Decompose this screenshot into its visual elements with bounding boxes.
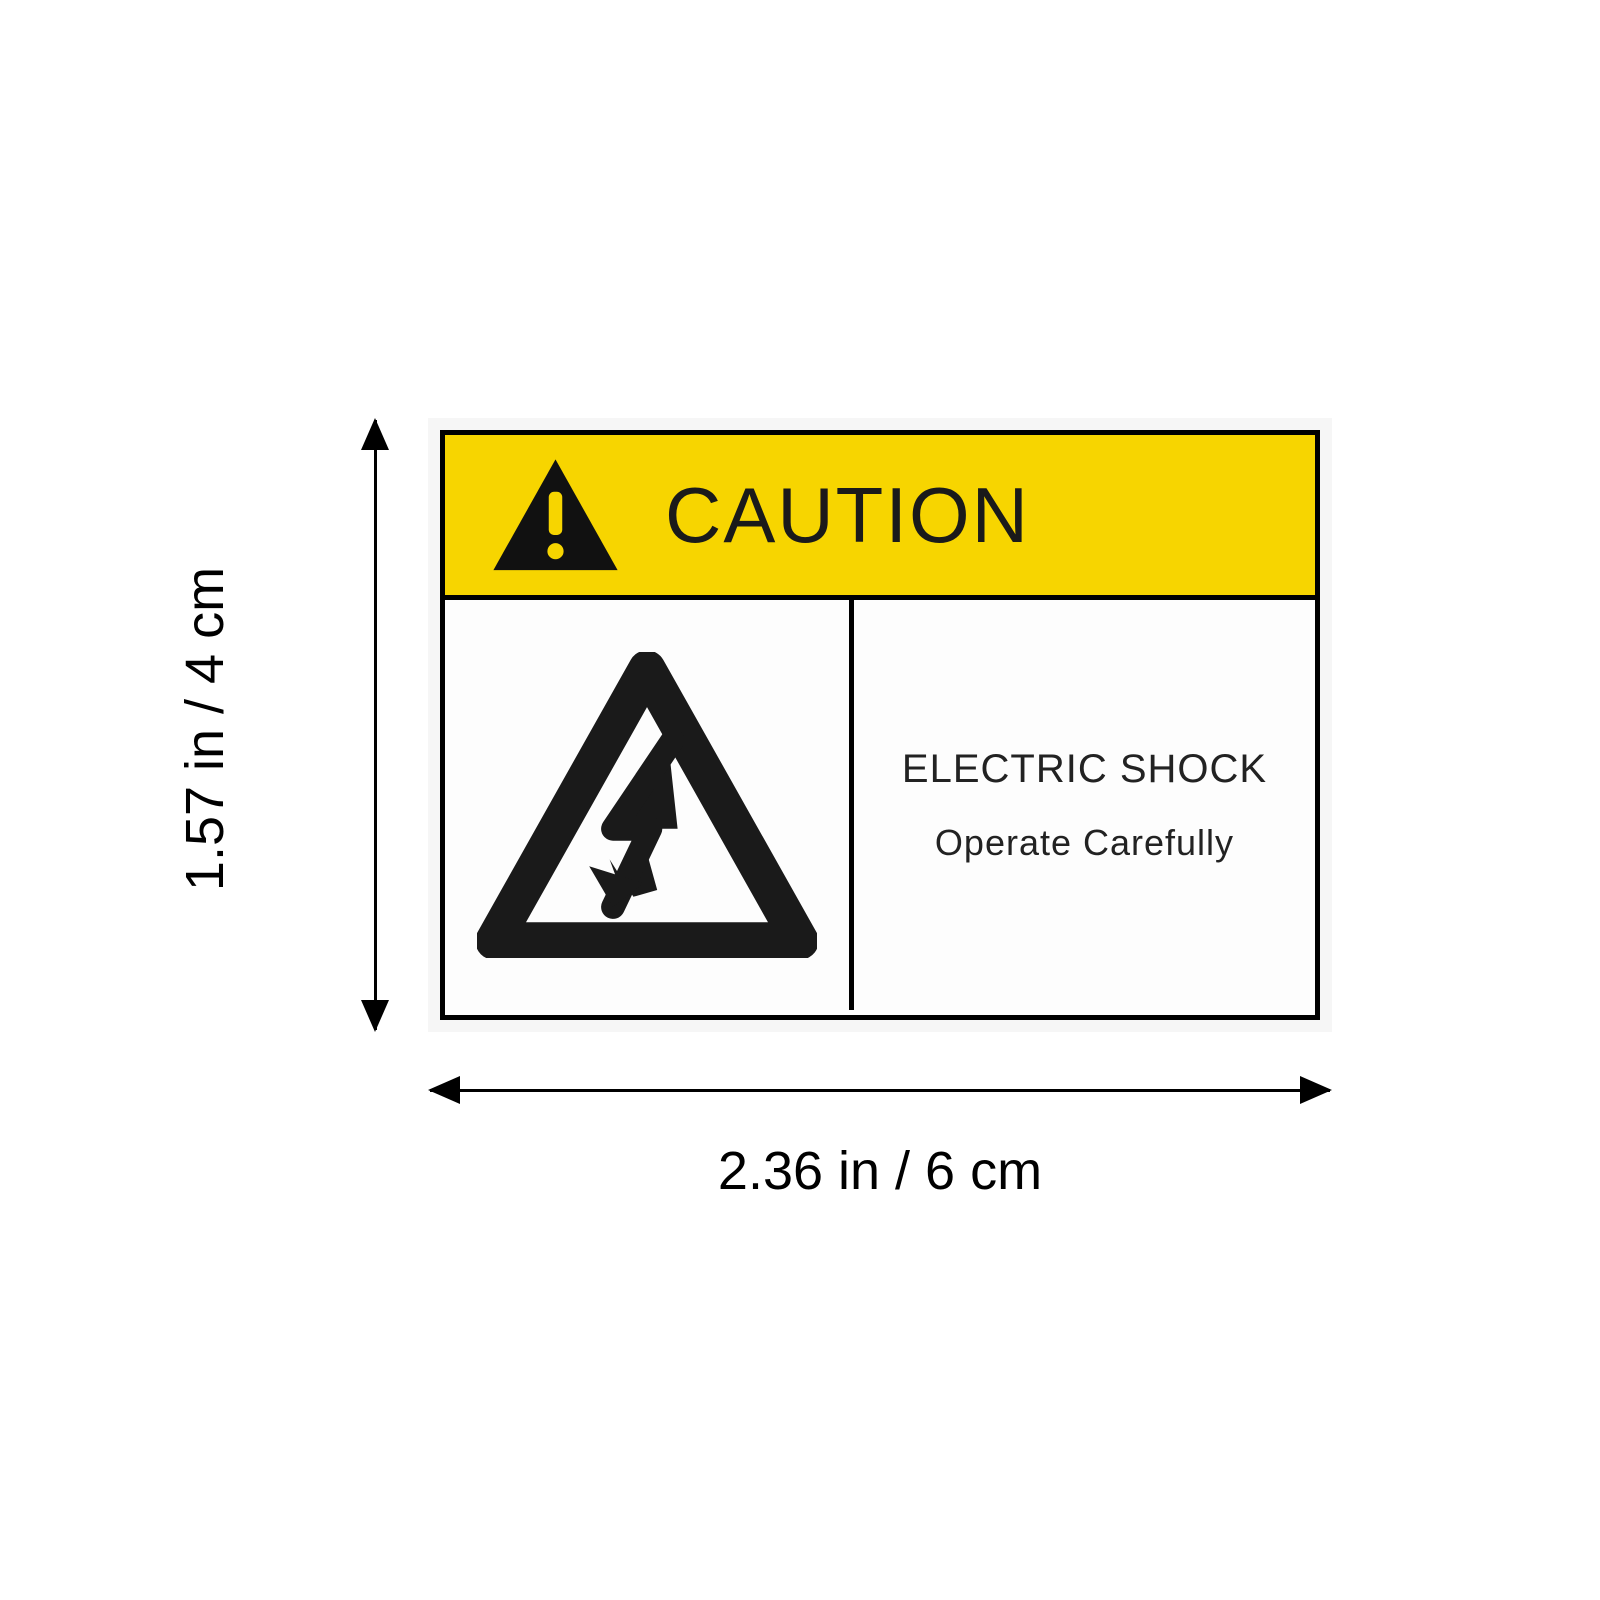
caution-label: CAUTION ELECTRIC SHOCK Operate Carefully — [440, 430, 1320, 1020]
width-dimension-label: 2.36 in / 6 cm — [430, 1140, 1330, 1202]
arrow-right-icon — [1300, 1076, 1332, 1104]
dim-shaft — [430, 1089, 1330, 1092]
caution-body: ELECTRIC SHOCK Operate Carefully — [445, 600, 1315, 1010]
stage: 1.57 in / 4 cm 2.36 in / 6 cm CAUTION — [0, 0, 1600, 1600]
height-dimension-label: 1.57 in / 4 cm — [174, 424, 236, 1034]
hazard-line-1: ELECTRIC SHOCK — [902, 747, 1267, 792]
arrow-down-icon — [361, 1000, 389, 1032]
hazard-pictogram-panel — [445, 600, 854, 1010]
warning-triangle-icon — [488, 454, 623, 576]
hazard-line-2: Operate Carefully — [935, 822, 1234, 864]
caution-header-icon-box — [445, 433, 665, 598]
hazard-text-panel: ELECTRIC SHOCK Operate Carefully — [854, 600, 1315, 1010]
caution-title: CAUTION — [665, 470, 1315, 561]
arrow-up-icon — [361, 418, 389, 450]
arrow-left-icon — [428, 1076, 460, 1104]
dim-shaft — [374, 420, 377, 1030]
caution-header: CAUTION — [445, 435, 1315, 600]
electric-shock-icon — [477, 652, 817, 958]
